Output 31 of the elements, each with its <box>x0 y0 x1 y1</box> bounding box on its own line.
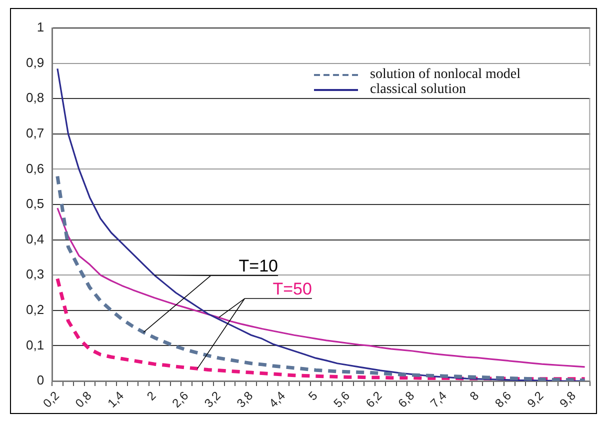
x-tick-label: 5,6 <box>330 388 353 410</box>
y-tick-label: 0,6 <box>26 160 44 176</box>
x-tick-label: 6,2 <box>363 388 386 410</box>
x-tick-label: 0,8 <box>72 388 94 410</box>
y-tick-label: 0,8 <box>26 90 44 106</box>
y-tick-label: 0,2 <box>26 302 44 317</box>
y-tick-label: 0,1 <box>26 337 44 352</box>
y-tick-label: 0,7 <box>26 125 44 140</box>
x-tick-label: 2 <box>144 388 159 404</box>
x-tick-label: 9,2 <box>524 388 546 410</box>
legend-label: solution of nonlocal model <box>370 67 522 82</box>
x-tick-label: 5 <box>306 388 320 404</box>
y-tick-label: 0,3 <box>26 266 44 282</box>
x-tick-label: 3,2 <box>202 388 224 410</box>
x-tick-label: 9,8 <box>556 388 579 410</box>
y-tick-label: 0,4 <box>26 231 44 246</box>
x-tick-label: 2,6 <box>169 388 192 410</box>
x-tick-label: 1,4 <box>104 388 127 410</box>
y-tick-label: 0,9 <box>26 54 44 70</box>
x-tick-label: 4,4 <box>266 388 288 410</box>
x-tick-label: 8,6 <box>492 388 514 410</box>
x-tick-label: 7,4 <box>428 388 450 410</box>
x-tick-label: 8 <box>467 388 482 404</box>
y-tick-label: 0,5 <box>26 196 44 212</box>
y-tick-label: 0 <box>36 372 44 388</box>
line-series <box>56 174 587 382</box>
y-tick-label: 1 <box>36 20 44 35</box>
x-tick-label: 3,8 <box>234 388 256 410</box>
x-tick-label: 6,8 <box>395 388 418 410</box>
annotation: T=10 <box>238 256 278 276</box>
legend-label: classical solution <box>370 82 468 97</box>
